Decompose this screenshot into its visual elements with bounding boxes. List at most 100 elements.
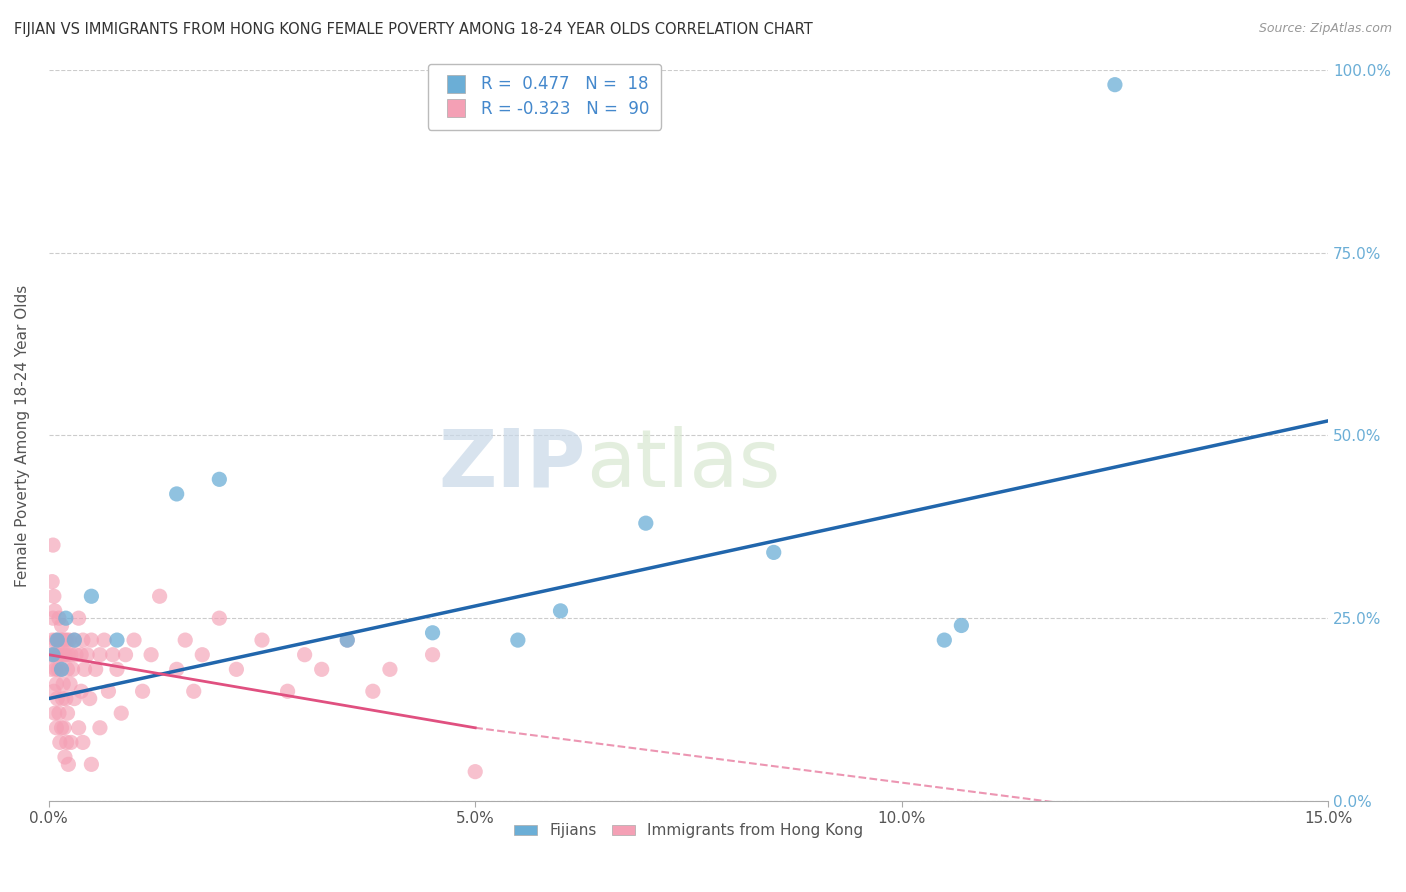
- Point: [53, 721, 76, 735]
- Point: [51, 691, 73, 706]
- Point: [48, 706, 70, 721]
- Point: [55, 648, 77, 662]
- Point: [72, 735, 94, 749]
- Point: [59, 677, 82, 691]
- Point: [250, 633, 273, 648]
- Point: [191, 648, 214, 662]
- Point: [63, 633, 86, 648]
- Point: [44, 604, 66, 618]
- Point: [45, 721, 67, 735]
- Point: [166, 487, 188, 501]
- Point: [67, 721, 90, 735]
- Point: [762, 545, 785, 559]
- Text: ZIP: ZIP: [439, 425, 586, 504]
- Point: [48, 611, 70, 625]
- Point: [63, 691, 86, 706]
- Text: FIJIAN VS IMMIGRANTS FROM HONG KONG FEMALE POVERTY AMONG 18-24 YEAR OLDS CORRELA: FIJIAN VS IMMIGRANTS FROM HONG KONG FEMA…: [14, 22, 813, 37]
- Point: [131, 684, 153, 698]
- Point: [49, 662, 72, 676]
- Point: [422, 648, 444, 662]
- Point: [166, 662, 188, 676]
- Point: [311, 662, 333, 676]
- Text: atlas: atlas: [586, 425, 780, 504]
- Point: [139, 648, 162, 662]
- Point: [39, 662, 62, 676]
- Point: [55, 611, 77, 625]
- Point: [46, 662, 69, 676]
- Point: [208, 472, 231, 486]
- Point: [93, 633, 115, 648]
- Point: [89, 648, 111, 662]
- Point: [51, 721, 73, 735]
- Point: [506, 633, 529, 648]
- Point: [70, 684, 93, 698]
- Point: [49, 648, 72, 662]
- Point: [208, 611, 231, 625]
- Point: [45, 633, 67, 648]
- Point: [65, 648, 87, 662]
- Point: [59, 735, 82, 749]
- Point: [41, 574, 63, 589]
- Point: [105, 662, 128, 676]
- Point: [70, 648, 93, 662]
- Point: [934, 633, 956, 648]
- Point: [80, 633, 103, 648]
- Point: [634, 516, 657, 531]
- Point: [76, 648, 98, 662]
- Point: [53, 750, 76, 764]
- Point: [950, 618, 973, 632]
- Point: [42, 648, 65, 662]
- Point: [225, 662, 247, 676]
- Point: [101, 648, 124, 662]
- Point: [72, 633, 94, 648]
- Legend: Fijians, Immigrants from Hong Kong: Fijians, Immigrants from Hong Kong: [508, 817, 869, 845]
- Point: [49, 735, 72, 749]
- Point: [58, 633, 80, 648]
- Point: [51, 618, 73, 632]
- Point: [422, 625, 444, 640]
- Point: [89, 721, 111, 735]
- Point: [52, 633, 75, 648]
- Point: [336, 633, 359, 648]
- Point: [62, 662, 84, 676]
- Point: [51, 648, 73, 662]
- Point: [84, 662, 107, 676]
- Point: [294, 648, 316, 662]
- Point: [80, 589, 103, 603]
- Point: [45, 662, 67, 676]
- Point: [39, 648, 62, 662]
- Point: [42, 538, 65, 552]
- Point: [67, 611, 90, 625]
- Point: [361, 684, 384, 698]
- Point: [56, 662, 79, 676]
- Point: [41, 633, 63, 648]
- Point: [55, 633, 77, 648]
- Point: [80, 757, 103, 772]
- Point: [44, 706, 66, 721]
- Point: [59, 648, 82, 662]
- Point: [44, 648, 66, 662]
- Point: [51, 662, 73, 676]
- Point: [79, 691, 101, 706]
- Point: [46, 633, 69, 648]
- Point: [122, 633, 145, 648]
- Point: [63, 633, 86, 648]
- Point: [550, 604, 572, 618]
- Point: [49, 633, 72, 648]
- Point: [58, 648, 80, 662]
- Point: [56, 706, 79, 721]
- Point: [45, 677, 67, 691]
- Point: [174, 633, 197, 648]
- Point: [46, 691, 69, 706]
- Text: Source: ZipAtlas.com: Source: ZipAtlas.com: [1258, 22, 1392, 36]
- Point: [46, 633, 69, 648]
- Point: [277, 684, 299, 698]
- Point: [55, 691, 77, 706]
- Point: [58, 757, 80, 772]
- Point: [73, 662, 96, 676]
- Point: [1104, 78, 1126, 92]
- Point: [464, 764, 486, 779]
- Point: [53, 648, 76, 662]
- Point: [97, 684, 120, 698]
- Point: [336, 633, 359, 648]
